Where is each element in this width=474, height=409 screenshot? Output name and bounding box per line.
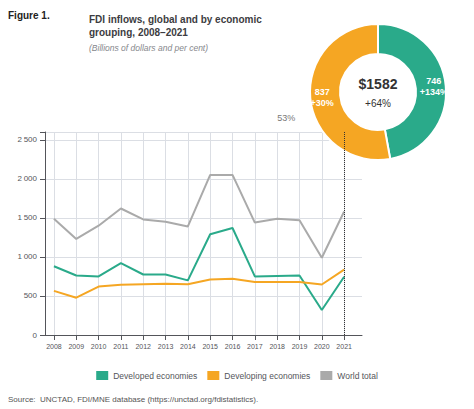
svg-text:2011: 2011 <box>113 343 128 350</box>
svg-text:Developed economies: Developed economies <box>113 371 197 381</box>
svg-text:53%: 53% <box>277 113 295 123</box>
svg-text:500: 500 <box>24 291 38 300</box>
svg-text:2014: 2014 <box>180 343 196 350</box>
svg-text:2 000: 2 000 <box>18 174 38 183</box>
svg-text:1 000: 1 000 <box>18 252 38 261</box>
svg-text:+30%: +30% <box>311 98 334 108</box>
svg-text:2015: 2015 <box>202 343 218 350</box>
svg-text:2017: 2017 <box>247 343 263 350</box>
svg-text:$1582: $1582 <box>359 76 398 92</box>
svg-text:2016: 2016 <box>225 343 241 350</box>
svg-text:+134%: +134% <box>420 87 448 97</box>
svg-text:2012: 2012 <box>135 343 151 350</box>
svg-text:2019: 2019 <box>292 343 308 350</box>
svg-text:Developing economies: Developing economies <box>224 371 310 381</box>
svg-text:(Billions of dollars and per c: (Billions of dollars and per cent) <box>89 43 208 53</box>
svg-text:0: 0 <box>33 331 38 340</box>
svg-text:837: 837 <box>315 87 330 97</box>
svg-text:2020: 2020 <box>314 343 330 350</box>
svg-text:2018: 2018 <box>269 343 285 350</box>
svg-text:FDI inflows, global and by eco: FDI inflows, global and by economic <box>89 14 262 25</box>
svg-text:2008: 2008 <box>46 343 62 350</box>
svg-text:2 500: 2 500 <box>18 135 38 144</box>
svg-text:+64%: +64% <box>365 98 391 109</box>
svg-text:Source: UNCTAD, FDI/MNE datab: Source: UNCTAD, FDI/MNE database (https:… <box>8 395 258 404</box>
svg-text:1 500: 1 500 <box>18 213 38 222</box>
svg-text:2010: 2010 <box>91 343 107 350</box>
svg-text:2013: 2013 <box>158 343 174 350</box>
svg-text:2021: 2021 <box>336 343 352 350</box>
svg-text:2009: 2009 <box>68 343 84 350</box>
svg-text:World total: World total <box>337 371 378 381</box>
svg-text:746: 746 <box>426 76 441 86</box>
svg-text:grouping, 2008–2021: grouping, 2008–2021 <box>89 27 188 38</box>
svg-text:Figure 1.: Figure 1. <box>8 10 50 21</box>
